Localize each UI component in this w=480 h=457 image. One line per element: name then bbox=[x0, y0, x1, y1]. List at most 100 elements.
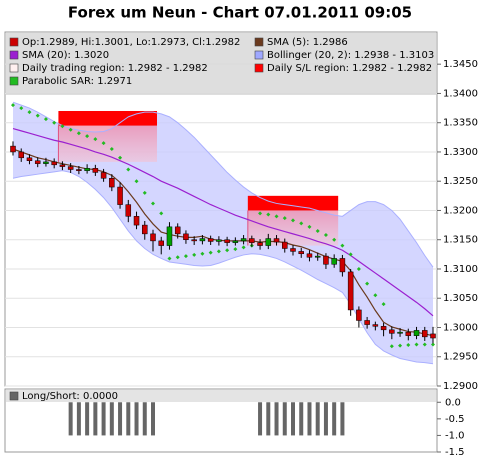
candle-body bbox=[273, 238, 280, 243]
sar-dot bbox=[35, 113, 40, 118]
sar-dot bbox=[365, 281, 370, 286]
candle-body bbox=[92, 168, 99, 173]
candle-body bbox=[422, 330, 428, 338]
legend-swatch bbox=[254, 63, 264, 73]
y-tick-label: 1.3200 bbox=[443, 205, 478, 216]
long-short-bar bbox=[101, 402, 106, 436]
long-short-bar bbox=[68, 402, 73, 436]
sar-dot bbox=[126, 167, 131, 172]
candle-body bbox=[240, 238, 247, 242]
candle-body bbox=[413, 330, 420, 336]
sar-dot bbox=[431, 342, 435, 347]
y-tick-label: 1.3050 bbox=[443, 293, 478, 304]
sar-dot bbox=[68, 127, 73, 132]
sar-dot bbox=[381, 302, 386, 307]
sar-dot bbox=[414, 342, 419, 347]
candle-body bbox=[150, 233, 156, 242]
long-short-bar bbox=[134, 402, 139, 436]
long-short-bar bbox=[282, 402, 287, 436]
sar-dot bbox=[93, 137, 98, 142]
long-short-bar bbox=[258, 402, 263, 436]
legend-swatch bbox=[254, 37, 264, 47]
sar-dot bbox=[200, 251, 205, 256]
legend-box bbox=[6, 33, 436, 95]
long-short-bar bbox=[332, 402, 337, 436]
sar-dot bbox=[373, 293, 378, 298]
sar-dot bbox=[175, 255, 180, 260]
sar-dot bbox=[52, 120, 57, 125]
y-tick-label: -0.5 bbox=[445, 414, 465, 425]
sar-dot bbox=[332, 237, 337, 242]
long-short-bar bbox=[151, 402, 155, 436]
sar-dot bbox=[389, 344, 394, 349]
candle-body bbox=[216, 239, 222, 242]
candle-body bbox=[59, 164, 66, 167]
legend-label: Op:1.2989, Hi:1.3001, Lo:1.2973, Cl:1.29… bbox=[22, 37, 240, 48]
legend-label: Parabolic SAR: 1.2971 bbox=[22, 76, 132, 87]
legend-label: Daily S/L region: 1.2982 - 1.2982 bbox=[267, 63, 432, 74]
sar-dot bbox=[307, 224, 312, 229]
sar-dot bbox=[118, 155, 123, 160]
y-tick-label: 1.2950 bbox=[443, 352, 478, 363]
y-tick-label: 1.3150 bbox=[443, 235, 478, 246]
candle-body bbox=[174, 226, 181, 235]
candle-body bbox=[26, 157, 33, 161]
candle-body bbox=[389, 329, 395, 334]
sar-dot bbox=[266, 212, 271, 217]
sar-dot bbox=[216, 249, 221, 254]
trade-region bbox=[247, 210, 339, 246]
sar-dot bbox=[398, 343, 403, 348]
sar-dot bbox=[356, 266, 361, 271]
bollinger-fill bbox=[13, 102, 433, 364]
long-short-bar bbox=[266, 402, 271, 436]
candle-body bbox=[51, 161, 57, 166]
candle-body bbox=[117, 186, 123, 205]
candle-body bbox=[76, 169, 82, 171]
candle-body bbox=[166, 226, 173, 246]
sar-dot bbox=[299, 221, 304, 226]
sma20-line bbox=[12, 127, 434, 317]
candle-body bbox=[34, 160, 41, 164]
sar-dot bbox=[76, 131, 81, 136]
sl-region bbox=[247, 195, 339, 211]
sar-dot bbox=[225, 248, 230, 253]
long-short-bar bbox=[109, 402, 114, 436]
sar-dot bbox=[19, 106, 24, 111]
legend-swatch bbox=[9, 37, 19, 47]
candle-body bbox=[43, 161, 49, 164]
sar-dot bbox=[167, 256, 172, 261]
sar-dot bbox=[43, 117, 48, 122]
sar-dot bbox=[85, 134, 90, 139]
candle-body bbox=[158, 240, 164, 246]
sar-dot bbox=[274, 214, 279, 219]
candle-body bbox=[314, 255, 321, 258]
candle-body bbox=[364, 320, 370, 325]
candle-body bbox=[405, 331, 412, 336]
candle-body bbox=[380, 326, 387, 331]
sar-dot bbox=[258, 211, 263, 216]
sar-dot bbox=[134, 179, 139, 184]
candle-body bbox=[249, 238, 255, 243]
long-short-bar bbox=[340, 402, 345, 436]
trade-region bbox=[58, 125, 157, 162]
long-short-bar bbox=[76, 402, 81, 436]
candle-body bbox=[257, 242, 263, 246]
legend-label: Daily trading region: 1.2982 - 1.2982 bbox=[22, 63, 208, 74]
sar-dot bbox=[323, 233, 328, 238]
candle-body bbox=[282, 241, 288, 249]
legend-swatch bbox=[9, 76, 19, 86]
bollinger-lower bbox=[12, 170, 434, 365]
long-short-bar bbox=[274, 402, 279, 436]
candle-body bbox=[372, 324, 379, 327]
sar-dot bbox=[27, 110, 32, 115]
candle-body bbox=[430, 333, 436, 339]
legend-box bbox=[6, 390, 436, 402]
candle-body bbox=[125, 204, 132, 217]
candle-body bbox=[84, 168, 90, 171]
legend-swatch bbox=[9, 63, 19, 73]
long-short-bar bbox=[142, 402, 147, 436]
long-short-bar bbox=[291, 402, 295, 436]
y-tick-label: 1.3400 bbox=[443, 88, 478, 99]
long-short-bar bbox=[118, 402, 123, 436]
candle-body bbox=[191, 239, 197, 242]
